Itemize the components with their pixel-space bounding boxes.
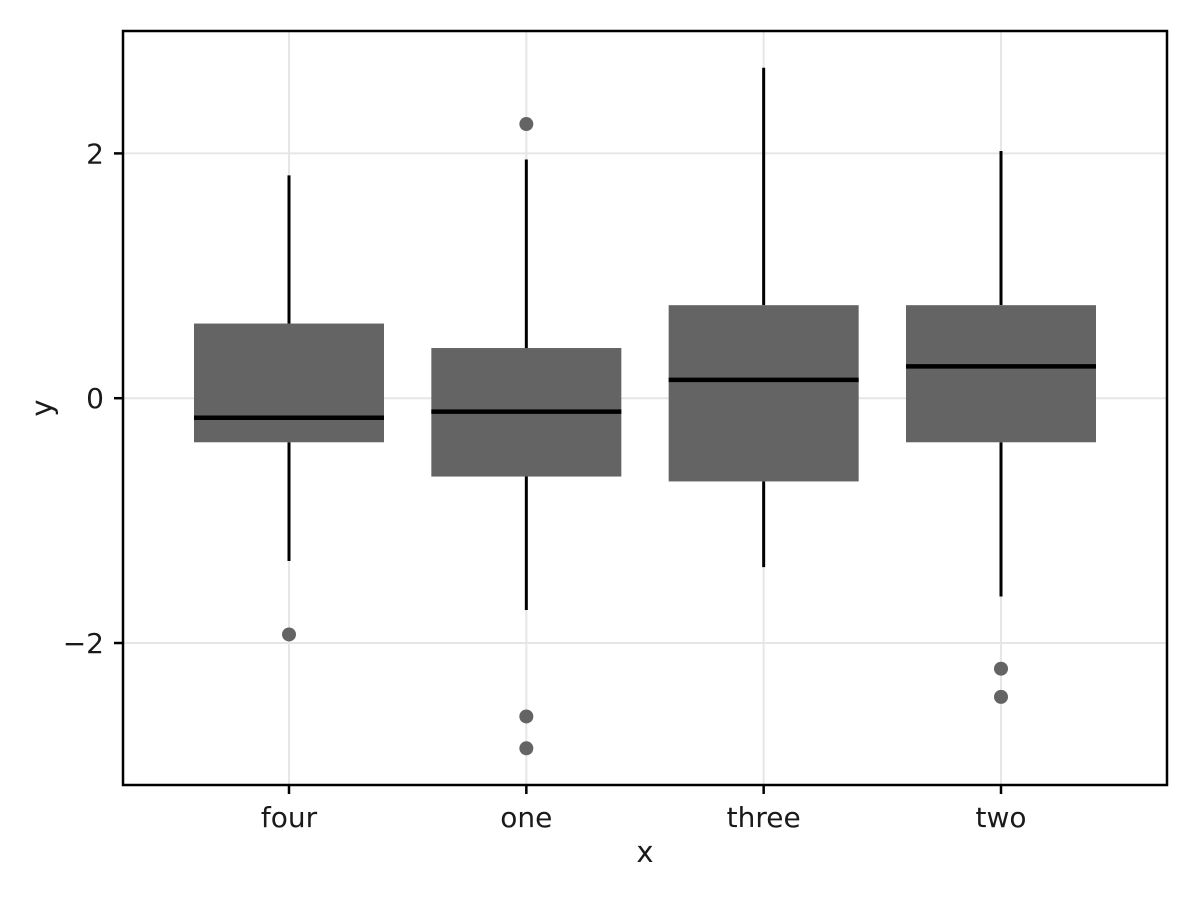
panel-border <box>121 29 1169 787</box>
y-tick-label: −2 <box>63 627 104 660</box>
outlier-point <box>282 627 296 642</box>
iqr-box <box>668 305 859 482</box>
boxplot-box-four <box>194 175 384 642</box>
outlier-point <box>994 689 1008 704</box>
y-axis-title: y <box>25 399 59 416</box>
outlier-point <box>519 709 534 724</box>
iqr-box <box>906 305 1096 443</box>
y-tick-label: 2 <box>86 137 104 170</box>
x-tick-label: four <box>261 801 318 834</box>
outlier-point <box>994 661 1008 676</box>
y-tick-label: 0 <box>86 382 104 415</box>
axis-tick-labels: 2 0 −2 four one three two <box>63 137 1027 834</box>
boxplot-box-one <box>431 117 622 756</box>
x-tick-label: three <box>727 801 801 834</box>
boxplot-box-three <box>668 67 859 568</box>
boxplot-box-two <box>906 150 1096 704</box>
x-axis-title: x <box>636 835 653 869</box>
outlier-point <box>519 117 534 132</box>
boxplot-boxes <box>194 67 1096 756</box>
axis-ticks <box>114 152 1003 794</box>
outlier-point <box>519 741 534 756</box>
iqr-box <box>194 323 384 443</box>
x-tick-label: one <box>500 801 552 834</box>
x-tick-label: two <box>975 801 1026 834</box>
